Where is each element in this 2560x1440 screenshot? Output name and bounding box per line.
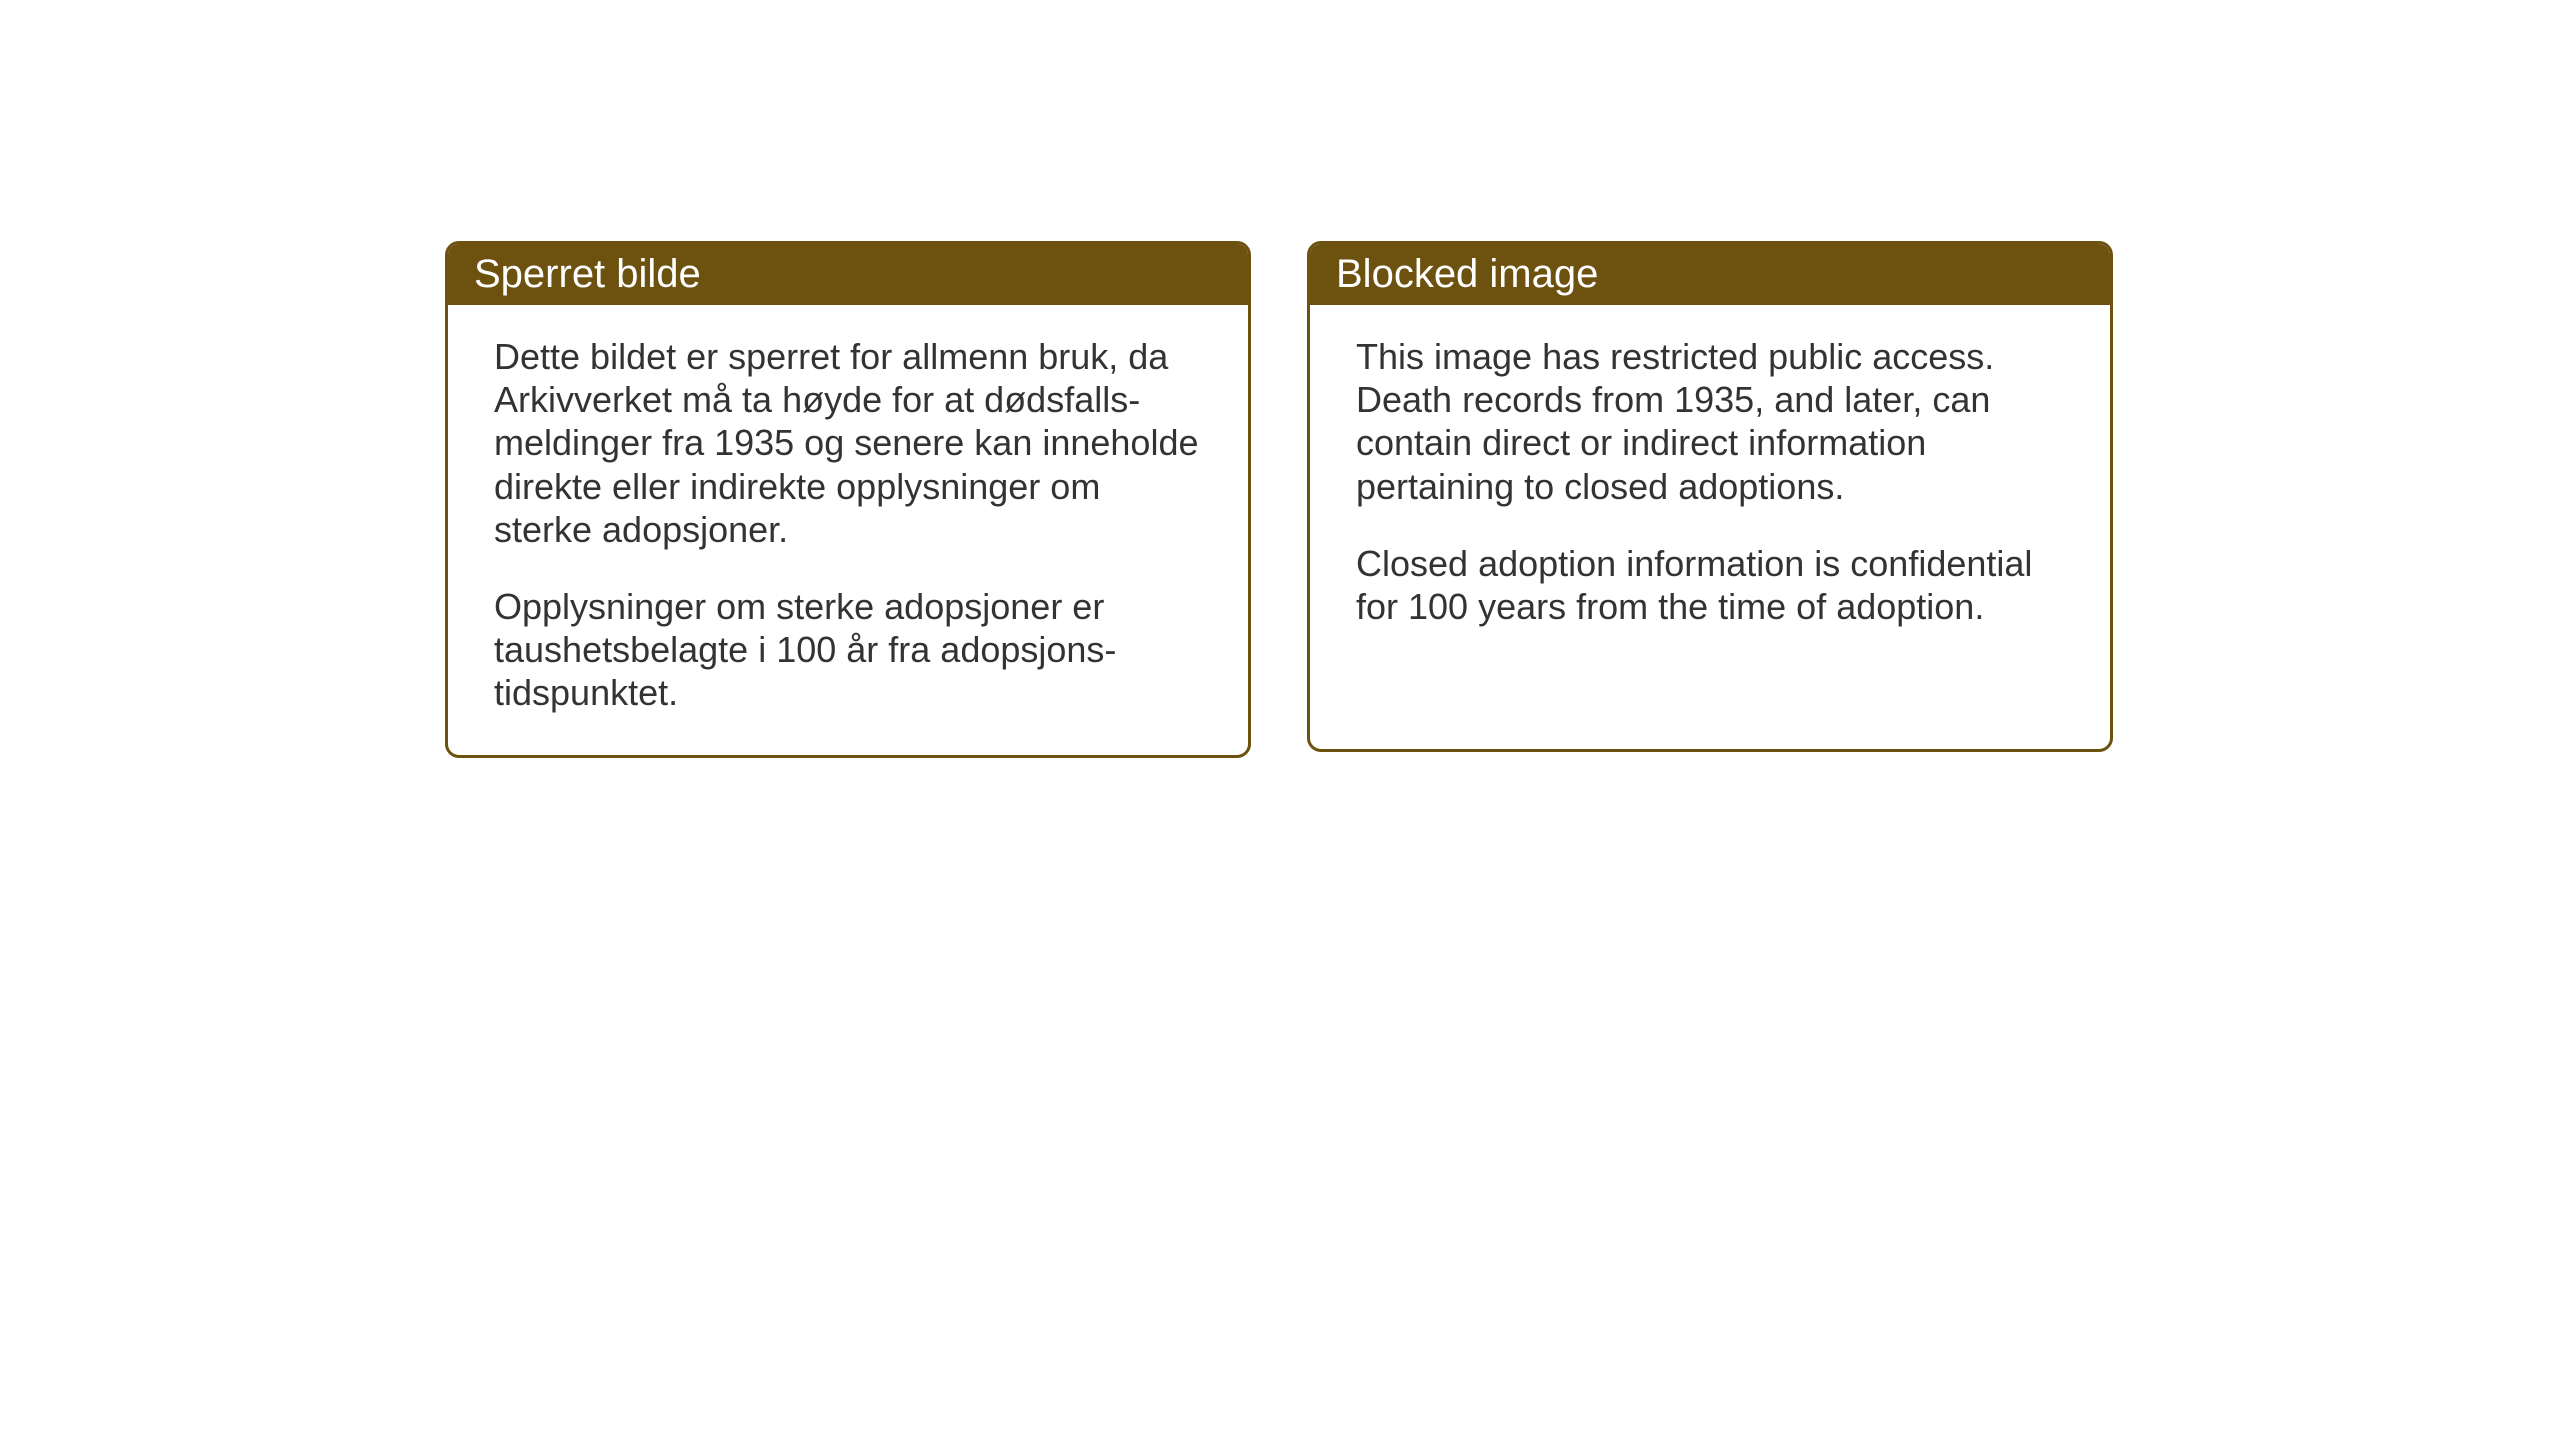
notice-card-norwegian: Sperret bilde Dette bildet er sperret fo… [445,241,1251,758]
notice-title-norwegian: Sperret bilde [474,252,701,296]
notice-header-english: Blocked image [1310,244,2110,305]
notice-container: Sperret bilde Dette bildet er sperret fo… [445,241,2113,758]
notice-paragraph-2-norwegian: Opplysninger om sterke adopsjoner er tau… [494,585,1202,715]
notice-header-norwegian: Sperret bilde [448,244,1248,305]
notice-card-english: Blocked image This image has restricted … [1307,241,2113,752]
notice-body-english: This image has restricted public access.… [1310,305,2110,668]
notice-title-english: Blocked image [1336,252,1598,296]
notice-paragraph-2-english: Closed adoption information is confident… [1356,542,2064,628]
notice-paragraph-1-norwegian: Dette bildet er sperret for allmenn bruk… [494,335,1202,551]
notice-body-norwegian: Dette bildet er sperret for allmenn bruk… [448,305,1248,755]
notice-paragraph-1-english: This image has restricted public access.… [1356,335,2064,508]
